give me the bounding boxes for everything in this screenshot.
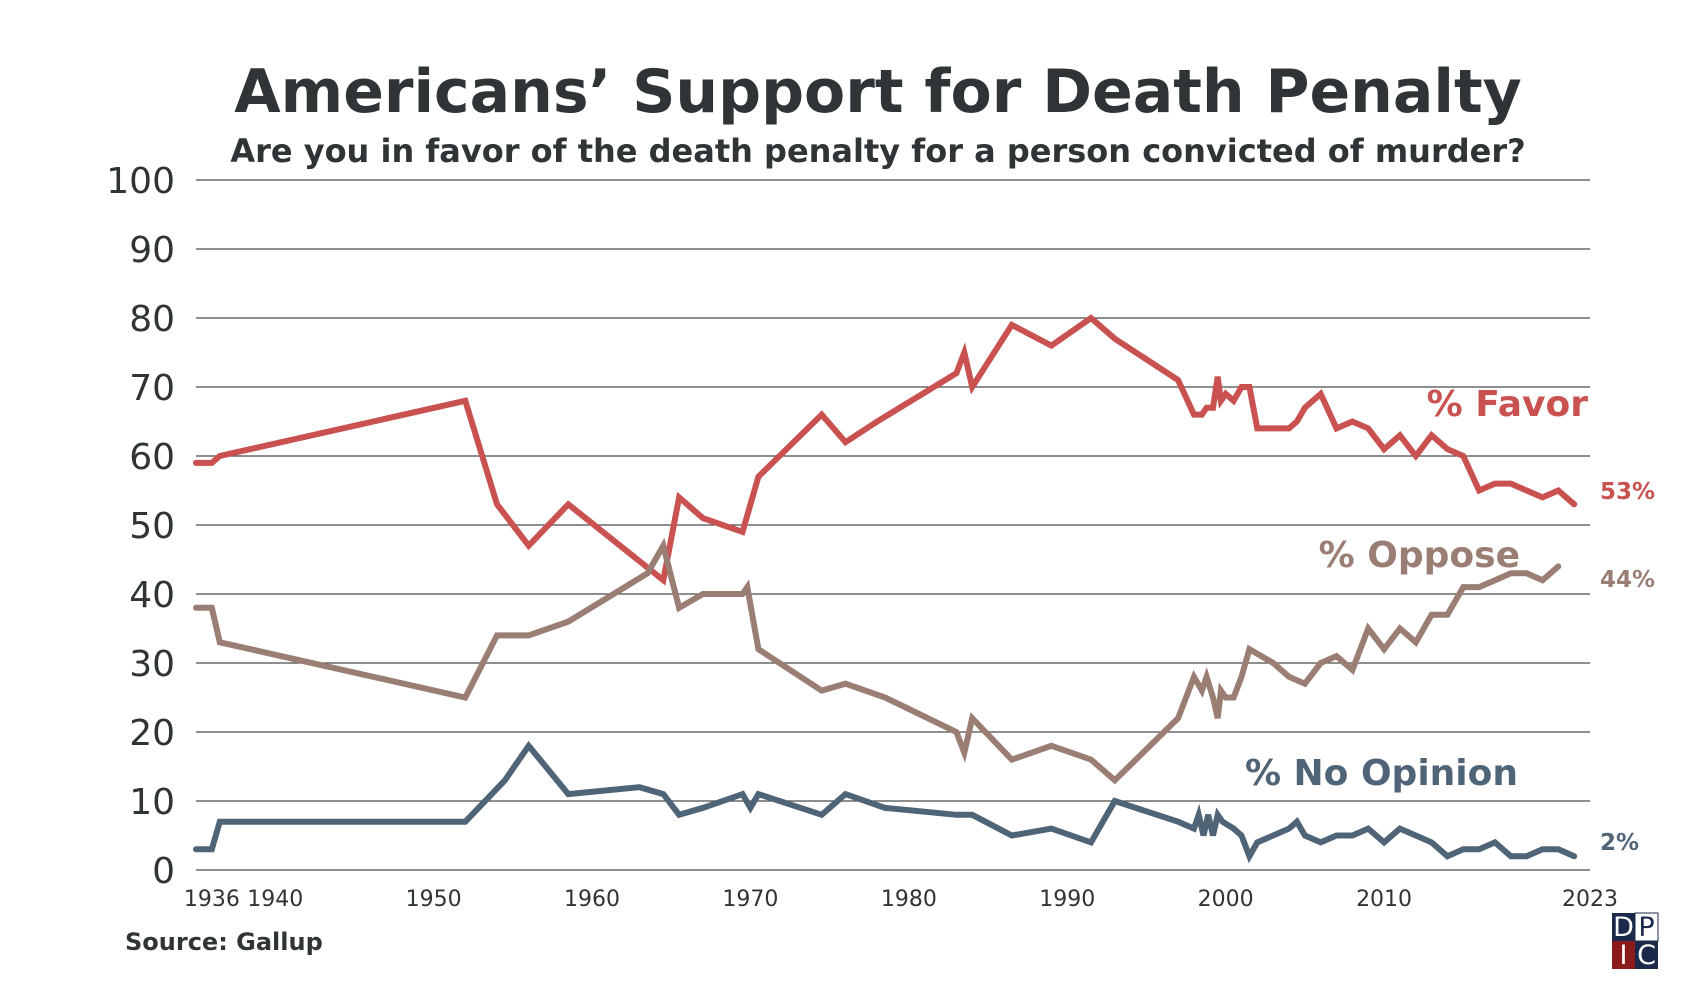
- y-tick-label-10: 10: [129, 782, 175, 823]
- source-note: Source: Gallup: [125, 928, 323, 956]
- logo-cell-3: [1612, 941, 1635, 969]
- y-tick-label-50: 50: [129, 506, 175, 547]
- end-label-favor: 53%: [1600, 479, 1655, 505]
- logo-letter-p: P: [1638, 912, 1654, 943]
- y-tick-label-60: 60: [129, 437, 175, 478]
- logo-cell-1: [1612, 913, 1635, 941]
- series-line-oppose: [193, 537, 1562, 785]
- y-tick-label-70: 70: [129, 368, 175, 409]
- y-tick-label-80: 80: [129, 299, 175, 340]
- x-tick-label-1970: 1970: [722, 887, 778, 912]
- series-label-no-opinion: % No Opinion: [1245, 753, 1518, 794]
- series-label-oppose: % Oppose: [1319, 535, 1520, 576]
- x-axis-tick-labels: 1936 1940 1950 1960 1970 1980 1990 2000 2010 2023: [184, 887, 1618, 912]
- y-tick-label-90: 90: [129, 230, 175, 271]
- x-tick-label-1936: 1936: [184, 887, 240, 912]
- data-series: [193, 314, 1578, 864]
- x-tick-label-1940: 1940: [247, 887, 303, 912]
- y-axis-tick-labels: 0 10 20 30 40 50 60 70 80 90 100: [106, 161, 175, 892]
- x-tick-label-2000: 2000: [1198, 887, 1254, 912]
- logo-cell-4: [1635, 941, 1658, 969]
- dpic-logo: D P I C: [1612, 912, 1659, 971]
- chart-subtitle: Are you in favor of the death penalty fo…: [230, 132, 1525, 170]
- logo-letter-c: C: [1637, 940, 1656, 971]
- x-tick-label-2023: 2023: [1562, 887, 1618, 912]
- logo-letter-d: D: [1613, 912, 1634, 943]
- chart-title: Americans’ Support for Death Penalty: [234, 57, 1521, 127]
- x-tick-label-2010: 2010: [1356, 887, 1412, 912]
- x-tick-label-1980: 1980: [881, 887, 937, 912]
- series-line-no-opinion: [193, 740, 1578, 864]
- series-line-favor: [193, 314, 1578, 586]
- logo-letter-i: I: [1620, 940, 1628, 971]
- end-label-oppose: 44%: [1600, 567, 1655, 593]
- series-label-favor: % Favor: [1427, 384, 1589, 425]
- y-tick-label-100: 100: [106, 161, 175, 202]
- x-tick-label-1950: 1950: [406, 887, 462, 912]
- x-tick-label-1990: 1990: [1039, 887, 1095, 912]
- end-label-no-opinion: 2%: [1600, 830, 1639, 856]
- gridlines: [196, 179, 1590, 871]
- y-tick-label-40: 40: [129, 575, 175, 616]
- y-tick-label-30: 30: [129, 644, 175, 685]
- x-tick-label-1960: 1960: [564, 887, 620, 912]
- y-tick-label-0: 0: [152, 851, 175, 892]
- y-tick-label-20: 20: [129, 713, 175, 754]
